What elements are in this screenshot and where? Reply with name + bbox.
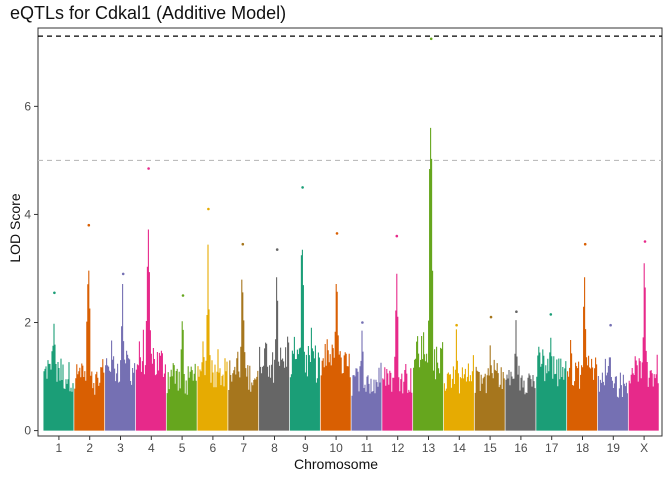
x-tick-label-X: X [640,441,648,455]
x-tick-label-5: 5 [179,441,186,455]
chromosome-8-points [259,248,290,431]
x-tick-label-11: 11 [361,441,374,455]
chromosome-4-points [135,167,166,431]
chromosome-12-peak-point [395,234,399,238]
panel-border [37,27,663,437]
chromosome-16-points [505,310,536,431]
chromosome-1-peak-point [53,291,56,295]
chromosome-3-band [105,284,136,431]
chromosome-13-peak-point [429,37,433,41]
chromosome-17-band [536,337,567,431]
chromosome-11-peak-point [361,321,364,324]
chromosome-12-band [382,273,413,431]
x-tick-label-19: 19 [607,441,621,455]
x-tick-label-13: 13 [422,441,436,455]
chromosome-10-points [320,232,351,431]
chart-title: eQTLs for Cdkal1 (Additive Model) [10,3,287,23]
x-tick-label-12: 12 [391,441,405,455]
chromosome-9-band [289,249,320,431]
chromosome-1-band [43,323,74,431]
x-tick-label-3: 3 [117,441,124,455]
chromosome-6-points [197,207,228,431]
chromosome-4-band [135,229,166,431]
chromosome-13-points [413,37,444,431]
chromosome-15-band [474,345,505,431]
chromosome-12-points [382,234,413,431]
x-axis-label: Chromosome [293,456,379,472]
chromosome-18-band [567,277,598,431]
chromosome-18-peak-point [583,242,587,246]
chromosome-6-peak-point [207,207,210,211]
chromosome-1-points [43,291,74,431]
chromosome-16-band [505,320,536,431]
y-tick-label: 2 [24,316,31,330]
chromosome-8-band [259,277,290,431]
x-tick-label-9: 9 [302,441,309,455]
chromosome-2-band [74,270,105,431]
chromosome-19-band [597,357,628,431]
y-axis: 0 2 4 6 [24,99,38,438]
y-tick-label: 4 [24,207,31,221]
x-tick-label-15: 15 [483,441,497,455]
chromosome-14-band [443,329,474,431]
x-tick-label-18: 18 [576,441,590,455]
chromosome-9-peak-point [301,186,304,189]
chromosome-X-points [628,240,659,431]
chromosome-7-peak-point [241,242,245,246]
x-tick-label-14: 14 [453,441,467,455]
chromosome-13-band [413,127,444,431]
chromosome-3-peak-point [121,272,125,276]
y-axis-label: LOD Score [7,193,23,263]
chromosome-15-peak-point [489,315,493,319]
chromosome-14-peak-point [455,323,458,327]
chromosome-10-band [320,284,351,431]
chromosome-7-band [228,279,259,431]
chromosome-9-points [289,186,320,431]
chromosome-X-band [628,263,659,431]
chromosome-14-points [443,323,474,431]
chromosome-7-points [228,242,259,431]
chromosome-2-peak-point [87,223,91,227]
chromosome-5-points [166,294,197,431]
y-tick-label: 0 [24,424,31,438]
x-tick-label-7: 7 [240,441,247,455]
chromosome-5-band [166,321,197,431]
chromosome-18-points [567,242,598,431]
chromosome-19-points [597,323,628,431]
chromosome-X-peak-point [643,240,647,243]
chromosome-2-points [74,223,105,431]
x-tick-label-16: 16 [514,441,528,455]
chromosome-4-peak-point [147,167,150,170]
chromosome-15-points [474,315,505,431]
y-tick-label: 6 [24,99,31,113]
x-tick-label-17: 17 [545,441,559,455]
x-tick-label-4: 4 [148,441,155,455]
x-tick-label-8: 8 [271,441,278,455]
chromosome-8-peak-point [275,248,279,251]
chromosome-11-points [351,321,382,431]
chromosome-5-peak-point [181,294,185,297]
x-tick-label-10: 10 [329,441,343,455]
chromosome-19-peak-point [609,323,612,327]
x-tick-label-6: 6 [210,441,217,455]
threshold-lines [38,35,662,161]
chromosome-16-peak-point [515,310,518,314]
chromosome-3-points [105,272,136,431]
chromosome-17-peak-point [549,313,553,316]
data-points [43,37,659,431]
plot-panel [37,27,663,437]
chromosome-17-points [536,313,567,431]
chromosome-11-band [351,330,382,431]
chromosome-6-band [197,244,228,431]
x-axis: 1 2 3 4 5 6 7 8 9 10 11 12 13 14 15 16 17 18 19 X [56,436,648,455]
x-tick-label-1: 1 [56,441,63,455]
chromosome-10-peak-point [335,232,339,235]
x-tick-label-2: 2 [86,441,93,455]
